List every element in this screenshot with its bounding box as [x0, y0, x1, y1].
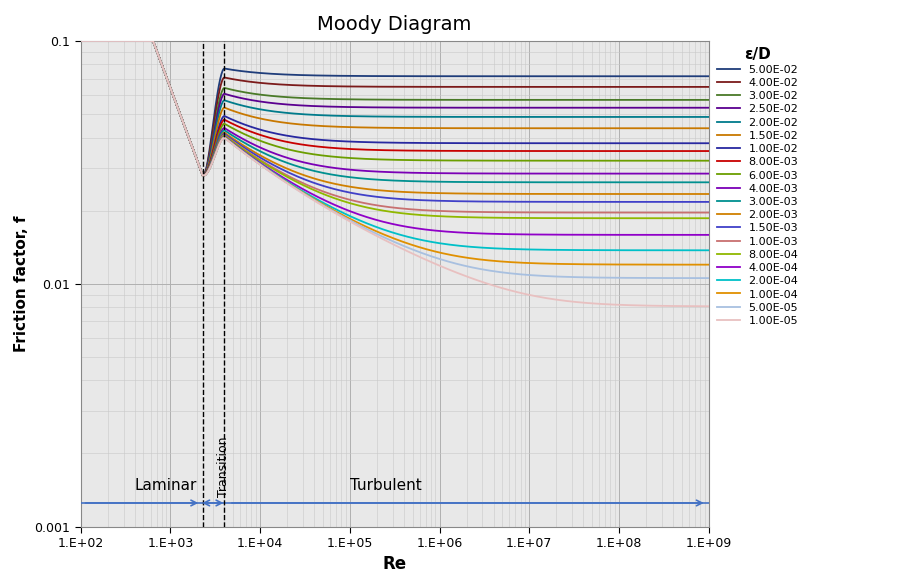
Title: Moody Diagram: Moody Diagram: [318, 15, 472, 34]
Text: Laminar: Laminar: [135, 477, 197, 493]
Text: Transition: Transition: [217, 437, 230, 497]
Text: Turbulent: Turbulent: [350, 477, 422, 493]
X-axis label: Re: Re: [383, 556, 406, 573]
Legend: 5.00E-02, 4.00E-02, 3.00E-02, 2.50E-02, 2.00E-02, 1.50E-02, 1.00E-02, 8.00E-03, : 5.00E-02, 4.00E-02, 3.00E-02, 2.50E-02, …: [718, 46, 798, 326]
Y-axis label: Friction factor, f: Friction factor, f: [13, 215, 29, 352]
